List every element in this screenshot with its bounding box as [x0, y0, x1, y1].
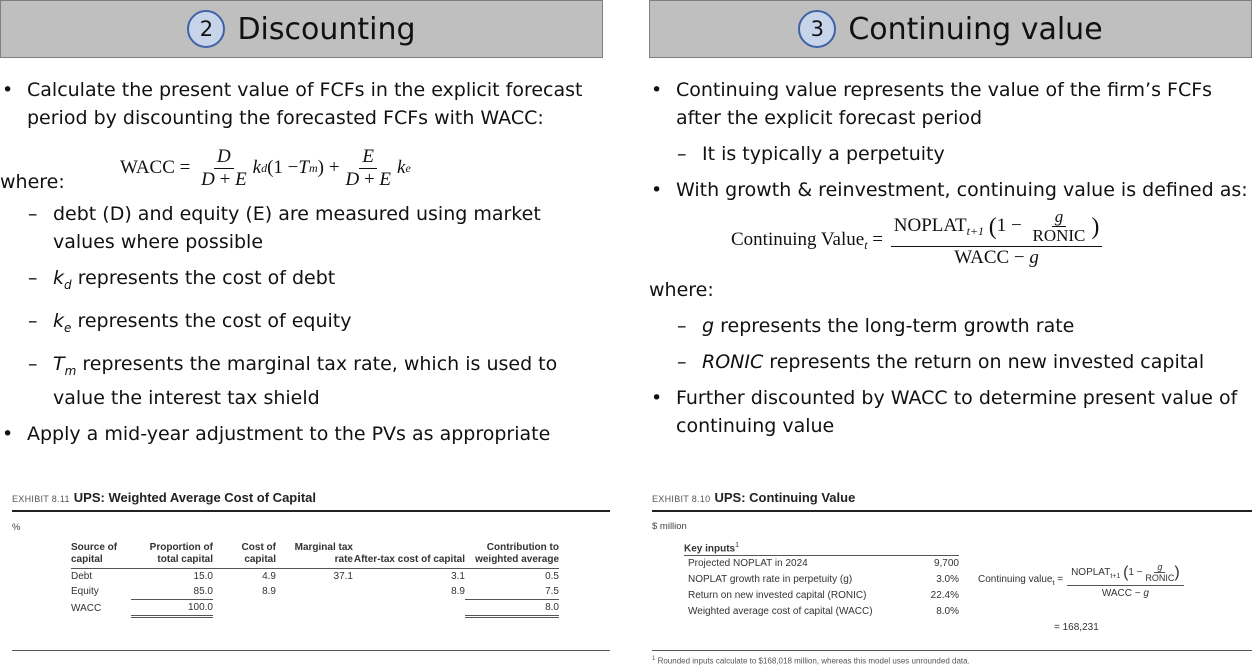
key-inputs-header: Key inputs1	[684, 542, 959, 557]
input-row: NOPLAT growth rate in perpetuity (g) 3.0%	[688, 574, 959, 586]
exhibit-title: UPS: Weighted Average Cost of Capital	[73, 490, 317, 505]
col-header: Cost of capital	[213, 542, 276, 569]
wacc-exhibit: EXHIBIT 8.11 UPS: Weighted Average Cost o…	[12, 490, 610, 651]
bullet-growth-reinvestment: With growth & reinvestment, continuing v…	[649, 176, 1253, 204]
table-row: WACC 100.0 8.0	[71, 599, 559, 618]
exhibit-unit: $ million	[652, 521, 687, 532]
cv-exhibit-formula: Continuing valuet = NOPLATt+1 (1 − g RONI…	[978, 562, 1184, 599]
table-row: Equity 85.0 8.9 8.9 7.5	[71, 584, 559, 600]
exhibit-unit: %	[12, 522, 21, 533]
discounting-panel: 2 Discounting Calculate the present valu…	[0, 0, 610, 668]
exhibit-bottom-rule	[12, 650, 610, 651]
sub-growth-rate: g represents the long-term growth rate	[649, 312, 1253, 340]
col-header: After-tax cost of capital	[353, 542, 465, 569]
table-row: Debt 15.0 4.9 37.1 3.1 0.5	[71, 571, 559, 582]
sub-cost-of-debt: kd represents the cost of debt	[0, 264, 603, 299]
sub-cost-of-equity: ke represents the cost of equity	[0, 307, 603, 342]
where-label: where:	[0, 171, 65, 193]
bullet-further-discounted: Further discounted by WACC to determine …	[649, 384, 1253, 440]
exhibit-rule	[12, 510, 610, 512]
input-row: Return on new invested capital (RONIC) 22…	[688, 590, 959, 602]
discounting-bullets: Calculate the present value of FCFs in t…	[0, 76, 603, 456]
continuing-value-panel: 3 Continuing value Continuing value repr…	[649, 0, 1252, 668]
input-row: Weighted average cost of capital (WACC) 8…	[688, 606, 959, 618]
sub-debt-equity: debt (D) and equity (E) are measured usi…	[0, 200, 603, 256]
col-header: Proportion of total capital	[131, 542, 213, 569]
key-inputs-table: Key inputs1 Projected NOPLAT in 2024 9,70…	[684, 542, 959, 620]
section-number-badge: 2	[187, 10, 226, 48]
col-header: Marginal tax rate	[276, 542, 353, 569]
sub-ronic: RONIC represents the return on new inves…	[649, 348, 1253, 376]
cv-result: = 168,231	[1054, 622, 1099, 633]
discounting-title-bar: 2 Discounting	[0, 0, 603, 58]
sub-marginal-tax: Tm represents the marginal tax rate, whi…	[0, 350, 603, 413]
cv-formula: Continuing Valuet = NOPLATt+1 (1 − g RONI…	[649, 208, 1253, 276]
input-row: Projected NOPLAT in 2024 9,700	[688, 558, 959, 570]
continuing-value-title-bar: 3 Continuing value	[649, 0, 1252, 58]
footnote: 1 Rounded inputs calculate to $168,018 m…	[652, 656, 970, 666]
exhibit-bottom-rule	[652, 650, 1252, 651]
col-header: Contribution to weighted average	[465, 542, 559, 569]
continuing-value-exhibit: EXHIBIT 8.10 UPS: Continuing Value $ mill…	[652, 490, 1252, 666]
section-number-badge: 3	[798, 10, 837, 48]
continuing-value-title: Continuing value	[848, 11, 1103, 47]
where-label: where:	[649, 279, 714, 301]
exhibit-rule	[652, 510, 1252, 512]
bullet-cv-definition: Continuing value represents the value of…	[649, 76, 1253, 132]
continuing-value-bullets: Continuing value represents the value of…	[649, 76, 1253, 448]
sub-perpetuity: It is typically a perpetuity	[649, 140, 1253, 168]
exhibit-title: UPS: Continuing Value	[714, 490, 856, 505]
bullet-mid-year: Apply a mid-year adjustment to the PVs a…	[0, 420, 603, 448]
col-header: Source of capital	[71, 542, 131, 569]
bullet-present-value: Calculate the present value of FCFs in t…	[0, 76, 603, 132]
exhibit-label: EXHIBIT 8.10	[652, 494, 711, 504]
wacc-table: Source of capital Proportion of total ca…	[71, 542, 559, 618]
exhibit-label: EXHIBIT 8.11	[12, 494, 70, 504]
discounting-title: Discounting	[237, 11, 416, 47]
